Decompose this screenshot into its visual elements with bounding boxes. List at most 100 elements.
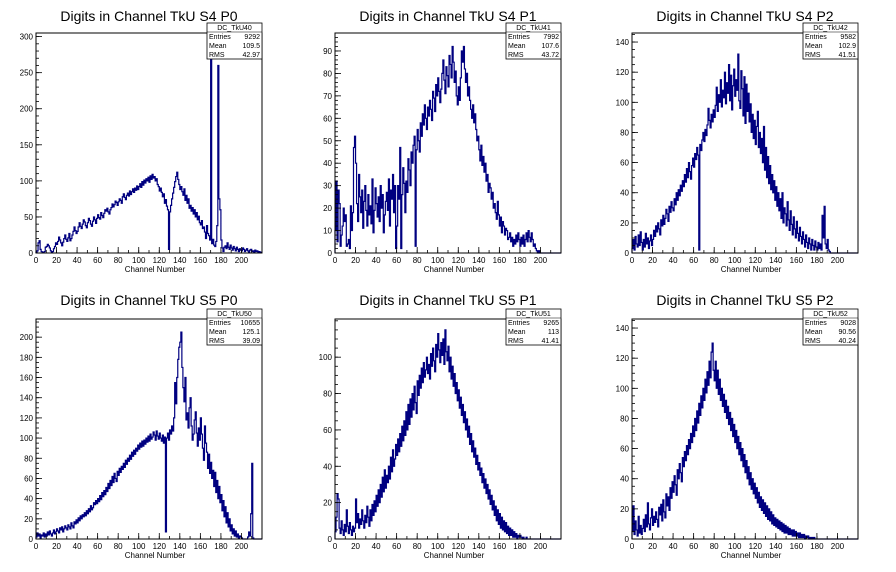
x-tick-label: 160 (194, 542, 208, 551)
x-tick-label: 140 (769, 542, 783, 551)
histogram-line (335, 330, 561, 539)
histogram-line (36, 51, 262, 253)
y-tick-label: 20 (620, 505, 629, 514)
y-tick-label: 120 (616, 68, 630, 77)
stats-value: 40.24 (838, 338, 856, 345)
plot-frame (36, 33, 262, 253)
x-axis-label: Channel Number (424, 551, 485, 560)
stats-value: 41.51 (838, 52, 856, 59)
stats-value: 107.6 (541, 43, 559, 50)
x-tick-label: 140 (472, 542, 486, 551)
stats-box: DC_TkU52 Entries 9028 Mean 90.56 RMS 40.24 (803, 309, 858, 345)
histogram-line (36, 332, 262, 539)
x-tick-label: 100 (431, 256, 445, 265)
stats-name: DC_TkU40 (217, 25, 252, 32)
y-tick-label: 120 (616, 354, 630, 363)
y-tick-label: 100 (616, 384, 630, 393)
stats-name: DC_TkU51 (516, 311, 551, 318)
stats-value: 39.09 (242, 338, 260, 345)
x-tick-label: 60 (93, 256, 102, 265)
x-tick-label: 120 (153, 256, 167, 265)
stats-value: 125.1 (242, 329, 260, 336)
x-tick-label: 100 (431, 542, 445, 551)
x-tick-label: 100 (728, 256, 742, 265)
y-tick-label: 140 (616, 324, 630, 333)
x-tick-label: 200 (534, 256, 548, 265)
stats-box: DC_TkU50 Entries 10655 Mean 125.1 RMS 39.09 (207, 309, 262, 345)
y-tick-label: 70 (323, 92, 332, 101)
stats-value: 7992 (543, 34, 559, 41)
y-tick-label: 100 (616, 98, 630, 107)
y-tick-label: 120 (20, 414, 34, 423)
stats-value: 90.56 (838, 329, 856, 336)
x-axis-label: Channel Number (125, 551, 186, 560)
panel-title: Digits in Channel TkU S5 P1 (359, 292, 536, 308)
y-tick-label: 60 (620, 159, 629, 168)
stats-key: Mean (805, 329, 823, 336)
x-tick-label: 40 (372, 542, 381, 551)
y-tick-label: 100 (20, 177, 34, 186)
stats-value: 43.72 (541, 52, 559, 59)
y-tick-label: 150 (20, 141, 34, 150)
y-tick-label: 100 (20, 434, 34, 443)
x-tick-label: 140 (173, 542, 187, 551)
y-tick-label: 80 (620, 128, 629, 137)
y-tick-label: 160 (20, 374, 34, 383)
x-axis-label: Channel Number (721, 551, 782, 560)
panel-title: Digits in Channel TkU S5 P0 (60, 292, 237, 308)
x-tick-label: 120 (452, 256, 466, 265)
y-tick-label: 60 (620, 445, 629, 454)
y-tick-label: 0 (625, 535, 630, 544)
x-axis-label: Channel Number (721, 265, 782, 274)
y-tick-label: 40 (24, 495, 33, 504)
stats-value: 9292 (244, 34, 260, 41)
y-tick-label: 20 (24, 515, 33, 524)
histogram-panel: Digits in Channel TkU S4 P0 0 20 40 60 80 100 1… (20, 8, 262, 274)
panel-title: Digits in Channel TkU S4 P0 (60, 8, 237, 24)
x-tick-label: 60 (689, 542, 698, 551)
y-tick-label: 20 (323, 499, 332, 508)
y-tick-label: 140 (616, 38, 630, 47)
stats-box: DC_TkU41Entries 7992Mean 107.6RMS 43.72 (506, 23, 561, 59)
histogram-line (632, 343, 858, 539)
y-tick-label: 140 (20, 394, 34, 403)
stats-value: 109.5 (242, 43, 260, 50)
histogram-panel: Digits in Channel TkU S4 P2 0 20 40 60 80 100 1… (616, 8, 858, 274)
x-tick-label: 40 (73, 256, 82, 265)
histogram-line (632, 54, 858, 253)
stats-key: Entries (209, 320, 231, 327)
histogram-line (335, 46, 561, 253)
x-tick-label: 0 (630, 542, 635, 551)
panel-title: Digits in Channel TkU S4 P2 (656, 8, 833, 24)
stats-key: Entries (805, 34, 827, 41)
histogram-panel: Digits in Channel TkU S5 P1 0 20 40 60 80 100 1… (319, 292, 561, 560)
plot-frame (36, 319, 262, 539)
x-tick-label: 180 (513, 542, 527, 551)
histogram-grid: Digits in Channel TkU S4 P00 20 40 60 80 100 1… (0, 0, 896, 572)
stats-value: 102.9 (838, 43, 856, 50)
stats-value: 41.41 (541, 338, 559, 345)
stats-key: Mean (508, 43, 526, 50)
x-tick-label: 0 (34, 256, 39, 265)
x-tick-label: 20 (648, 542, 657, 551)
x-tick-label: 160 (790, 256, 804, 265)
y-tick-label: 0 (29, 535, 34, 544)
x-tick-label: 200 (235, 256, 249, 265)
stats-key: Entries (209, 34, 231, 41)
stats-value: 113 (548, 329, 559, 336)
x-tick-label: 160 (493, 542, 507, 551)
x-tick-label: 200 (534, 542, 548, 551)
y-tick-label: 20 (620, 219, 629, 228)
x-tick-label: 80 (413, 256, 422, 265)
stats-key: RMS (805, 338, 821, 345)
stats-value: 10655 (241, 320, 261, 327)
y-tick-label: 300 (20, 33, 34, 42)
stats-name: DC_TkU52 (813, 311, 848, 318)
histogram-panel: Digits in Channel TkU S5 P0 0 20 40 60 80 100 1… (20, 292, 262, 560)
x-tick-label: 60 (689, 256, 698, 265)
y-tick-label: 10 (323, 227, 332, 236)
panel-title: Digits in Channel TkU S4 P1 (359, 8, 536, 24)
stats-value: 42.97 (242, 52, 260, 59)
x-tick-label: 80 (114, 256, 123, 265)
y-tick-label: 50 (323, 137, 332, 146)
